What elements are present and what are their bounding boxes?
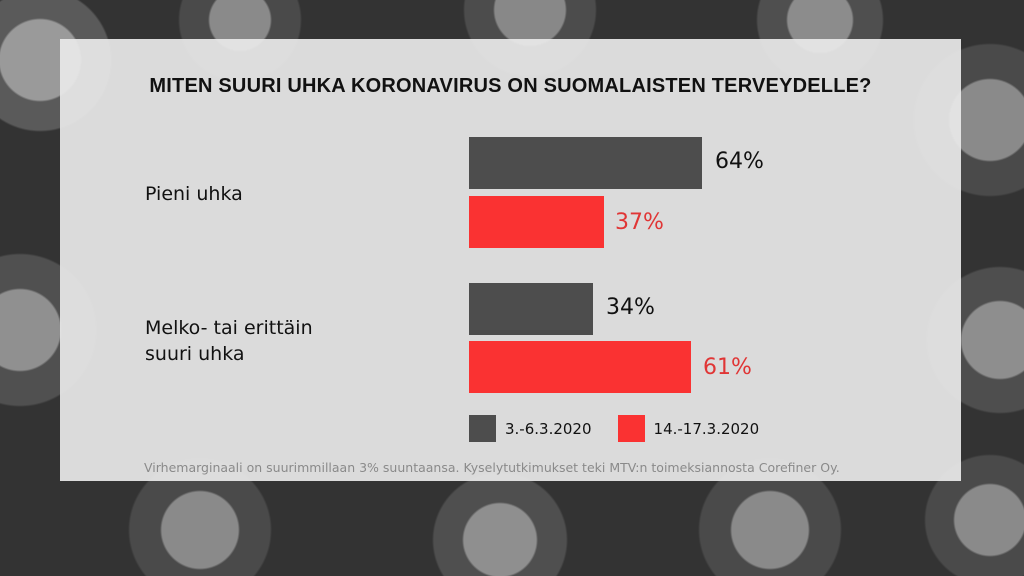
legend-item-series1: 3.-6.3.2020 (469, 415, 592, 442)
chart-panel: MITEN SUURI UHKA KORONAVIRUS ON SUOMALAI… (60, 39, 961, 481)
legend-item-series2: 14.-17.3.2020 (617, 415, 760, 442)
value-label-pieni-uhka-series2: 37% (615, 210, 664, 235)
category-label-pieni-uhka: Pieni uhka (145, 183, 243, 205)
category-label-suuri-uhka-line1: Melko- tai erittäin (145, 317, 313, 339)
category-label-suuri-uhka-line2: suuri uhka (145, 343, 245, 365)
value-label-suuri-uhka-series1: 34% (606, 295, 655, 320)
value-label-pieni-uhka-series1: 64% (715, 149, 764, 174)
footnote: Virhemarginaali on suurimmillaan 3% suun… (144, 460, 840, 475)
legend-swatch-red (617, 415, 645, 442)
chart-legend: 3.-6.3.2020 14.-17.3.2020 (469, 415, 785, 442)
legend-label-series2: 14.-17.3.2020 (653, 419, 760, 438)
legend-swatch-dark (469, 415, 496, 442)
chart-title: MITEN SUURI UHKA KORONAVIRUS ON SUOMALAI… (149, 75, 872, 97)
bar-suuri-uhka-series1 (469, 283, 593, 335)
bar-suuri-uhka-series2 (469, 341, 691, 393)
legend-label-series1: 3.-6.3.2020 (505, 419, 592, 438)
bar-pieni-uhka-series1 (469, 137, 702, 189)
bar-pieni-uhka-series2 (469, 196, 604, 248)
value-label-suuri-uhka-series2: 61% (703, 355, 752, 380)
